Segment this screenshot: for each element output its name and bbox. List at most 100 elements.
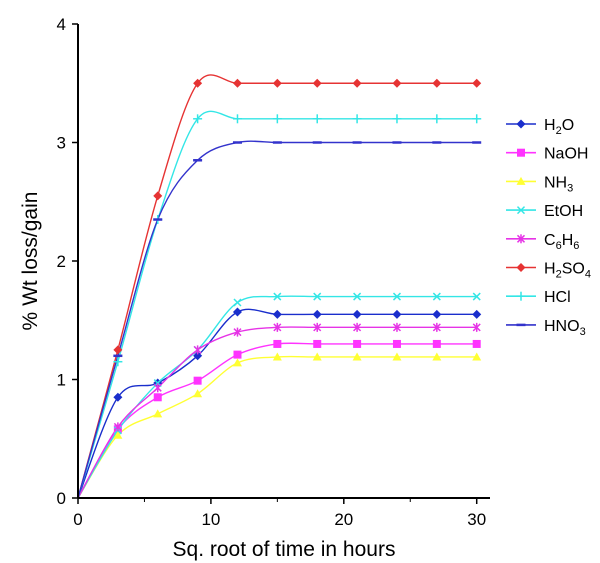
legend-label-part: SO xyxy=(562,261,585,278)
data-point-h2o xyxy=(432,309,442,319)
data-point-nh3 xyxy=(392,352,402,361)
data-point-etoh xyxy=(392,292,401,301)
legend-label-part: 6 xyxy=(556,240,562,252)
legend-label-part: EtOH xyxy=(544,203,583,220)
legend-item-h2o: H2O xyxy=(506,117,574,137)
legend-label-part: 3 xyxy=(580,326,586,338)
legend-label-nh3: NH3 xyxy=(544,174,573,194)
legend-label-h2so4: H2SO4 xyxy=(544,261,591,281)
legend-label-part: HCl xyxy=(544,289,571,306)
y-axis-title: % Wt loss/gain xyxy=(19,192,42,331)
x-tick-label: 30 xyxy=(467,510,486,529)
legend-label-hcl: HCl xyxy=(544,289,571,306)
series-line-nh3 xyxy=(77,355,477,499)
legend-label-part: C xyxy=(544,232,556,249)
data-point-h2so4 xyxy=(432,78,442,88)
legend-label-h2o: H2O xyxy=(544,117,574,137)
legend-label-part: 2 xyxy=(556,125,562,137)
data-point-c6h6 xyxy=(273,322,282,332)
legend-marker xyxy=(516,206,526,215)
data-point-etoh xyxy=(313,292,322,301)
data-point-h2o xyxy=(312,309,322,319)
data-point-h2so4 xyxy=(113,345,123,355)
data-point-c6h6 xyxy=(392,322,401,332)
data-point-h2so4 xyxy=(312,78,322,88)
data-point-nh3 xyxy=(472,352,482,361)
legend-item-hno3: HNO3 xyxy=(506,318,586,338)
plot-lines xyxy=(77,74,477,499)
data-point-nh3 xyxy=(153,409,163,418)
data-point-etoh xyxy=(432,292,441,301)
data-point-c6h6 xyxy=(472,322,481,332)
data-point-nh3 xyxy=(113,430,123,439)
data-point-h2so4 xyxy=(392,78,402,88)
data-point-naoh xyxy=(432,339,441,348)
data-point-hcl xyxy=(312,114,322,124)
data-point-c6h6 xyxy=(153,383,162,393)
data-point-h2so4 xyxy=(272,78,282,88)
legend-label-part: H xyxy=(544,117,556,134)
data-point-etoh xyxy=(472,292,481,301)
data-point-hcl xyxy=(392,114,402,124)
x-axis-title: Sq. root of time in hours xyxy=(173,538,396,561)
legend-label-naoh: NaOH xyxy=(544,146,588,163)
data-point-hcl xyxy=(113,357,123,367)
data-point-c6h6 xyxy=(313,322,322,332)
y-tick-label: 0 xyxy=(57,489,66,508)
legend-label-part: 6 xyxy=(573,240,579,252)
data-point-h2o xyxy=(272,309,282,319)
legend-item-hcl: HCl xyxy=(506,289,571,306)
data-point-nh3 xyxy=(232,358,242,367)
x-ticks: 0 10 20 30 xyxy=(73,498,486,529)
data-point-hcl xyxy=(232,114,242,124)
data-point-h2o xyxy=(352,309,362,319)
plot-markers xyxy=(113,78,482,439)
data-point-etoh xyxy=(353,292,362,301)
data-point-naoh xyxy=(353,339,362,348)
series-line-hno3 xyxy=(77,140,477,499)
data-point-c6h6 xyxy=(432,322,441,332)
data-point-naoh xyxy=(153,393,162,402)
legend-label-part: 3 xyxy=(567,182,573,194)
legend-label-c6h6: C6H6 xyxy=(544,232,579,252)
legend-label-part: 2 xyxy=(556,269,562,281)
legend-label-hno3: HNO3 xyxy=(544,318,586,338)
data-point-hcl xyxy=(352,114,362,124)
y-tick-label: 3 xyxy=(57,134,66,153)
legend-label-part: H xyxy=(544,261,556,278)
legend-label-part: HNO xyxy=(544,318,580,335)
data-point-h2o xyxy=(472,309,482,319)
y-tick-label: 1 xyxy=(57,371,66,390)
data-point-h2so4 xyxy=(472,78,482,88)
data-point-hcl xyxy=(193,114,203,124)
data-point-h2so4 xyxy=(232,78,242,88)
legend-item-etoh: EtOH xyxy=(506,203,583,220)
data-point-h2o xyxy=(113,392,123,402)
data-point-h2so4 xyxy=(193,78,203,88)
legend-item-h2so4: H2SO4 xyxy=(506,261,591,281)
data-point-naoh xyxy=(233,350,242,359)
legend-item-naoh: NaOH xyxy=(506,146,588,163)
data-point-c6h6 xyxy=(233,327,242,337)
data-point-c6h6 xyxy=(353,322,362,332)
data-point-nh3 xyxy=(312,352,322,361)
data-point-nh3 xyxy=(193,389,203,398)
data-point-nh3 xyxy=(272,352,282,361)
legend-item-nh3: NH3 xyxy=(506,174,573,194)
data-point-nh3 xyxy=(432,352,442,361)
data-point-hcl xyxy=(432,114,442,124)
legend-marker xyxy=(516,291,526,301)
data-point-h2o xyxy=(232,307,242,317)
data-point-h2so4 xyxy=(153,191,163,201)
legend-label-part: NaOH xyxy=(544,146,588,163)
y-ticks: 0 1 2 3 4 xyxy=(57,15,78,508)
series-line-naoh xyxy=(77,342,477,499)
legend-marker xyxy=(516,176,526,185)
y-tick-label: 4 xyxy=(57,15,66,34)
data-point-h2o xyxy=(193,351,203,361)
legend-label-part: 4 xyxy=(585,269,591,281)
x-tick-label: 0 xyxy=(73,510,82,529)
legend-marker xyxy=(516,234,526,244)
